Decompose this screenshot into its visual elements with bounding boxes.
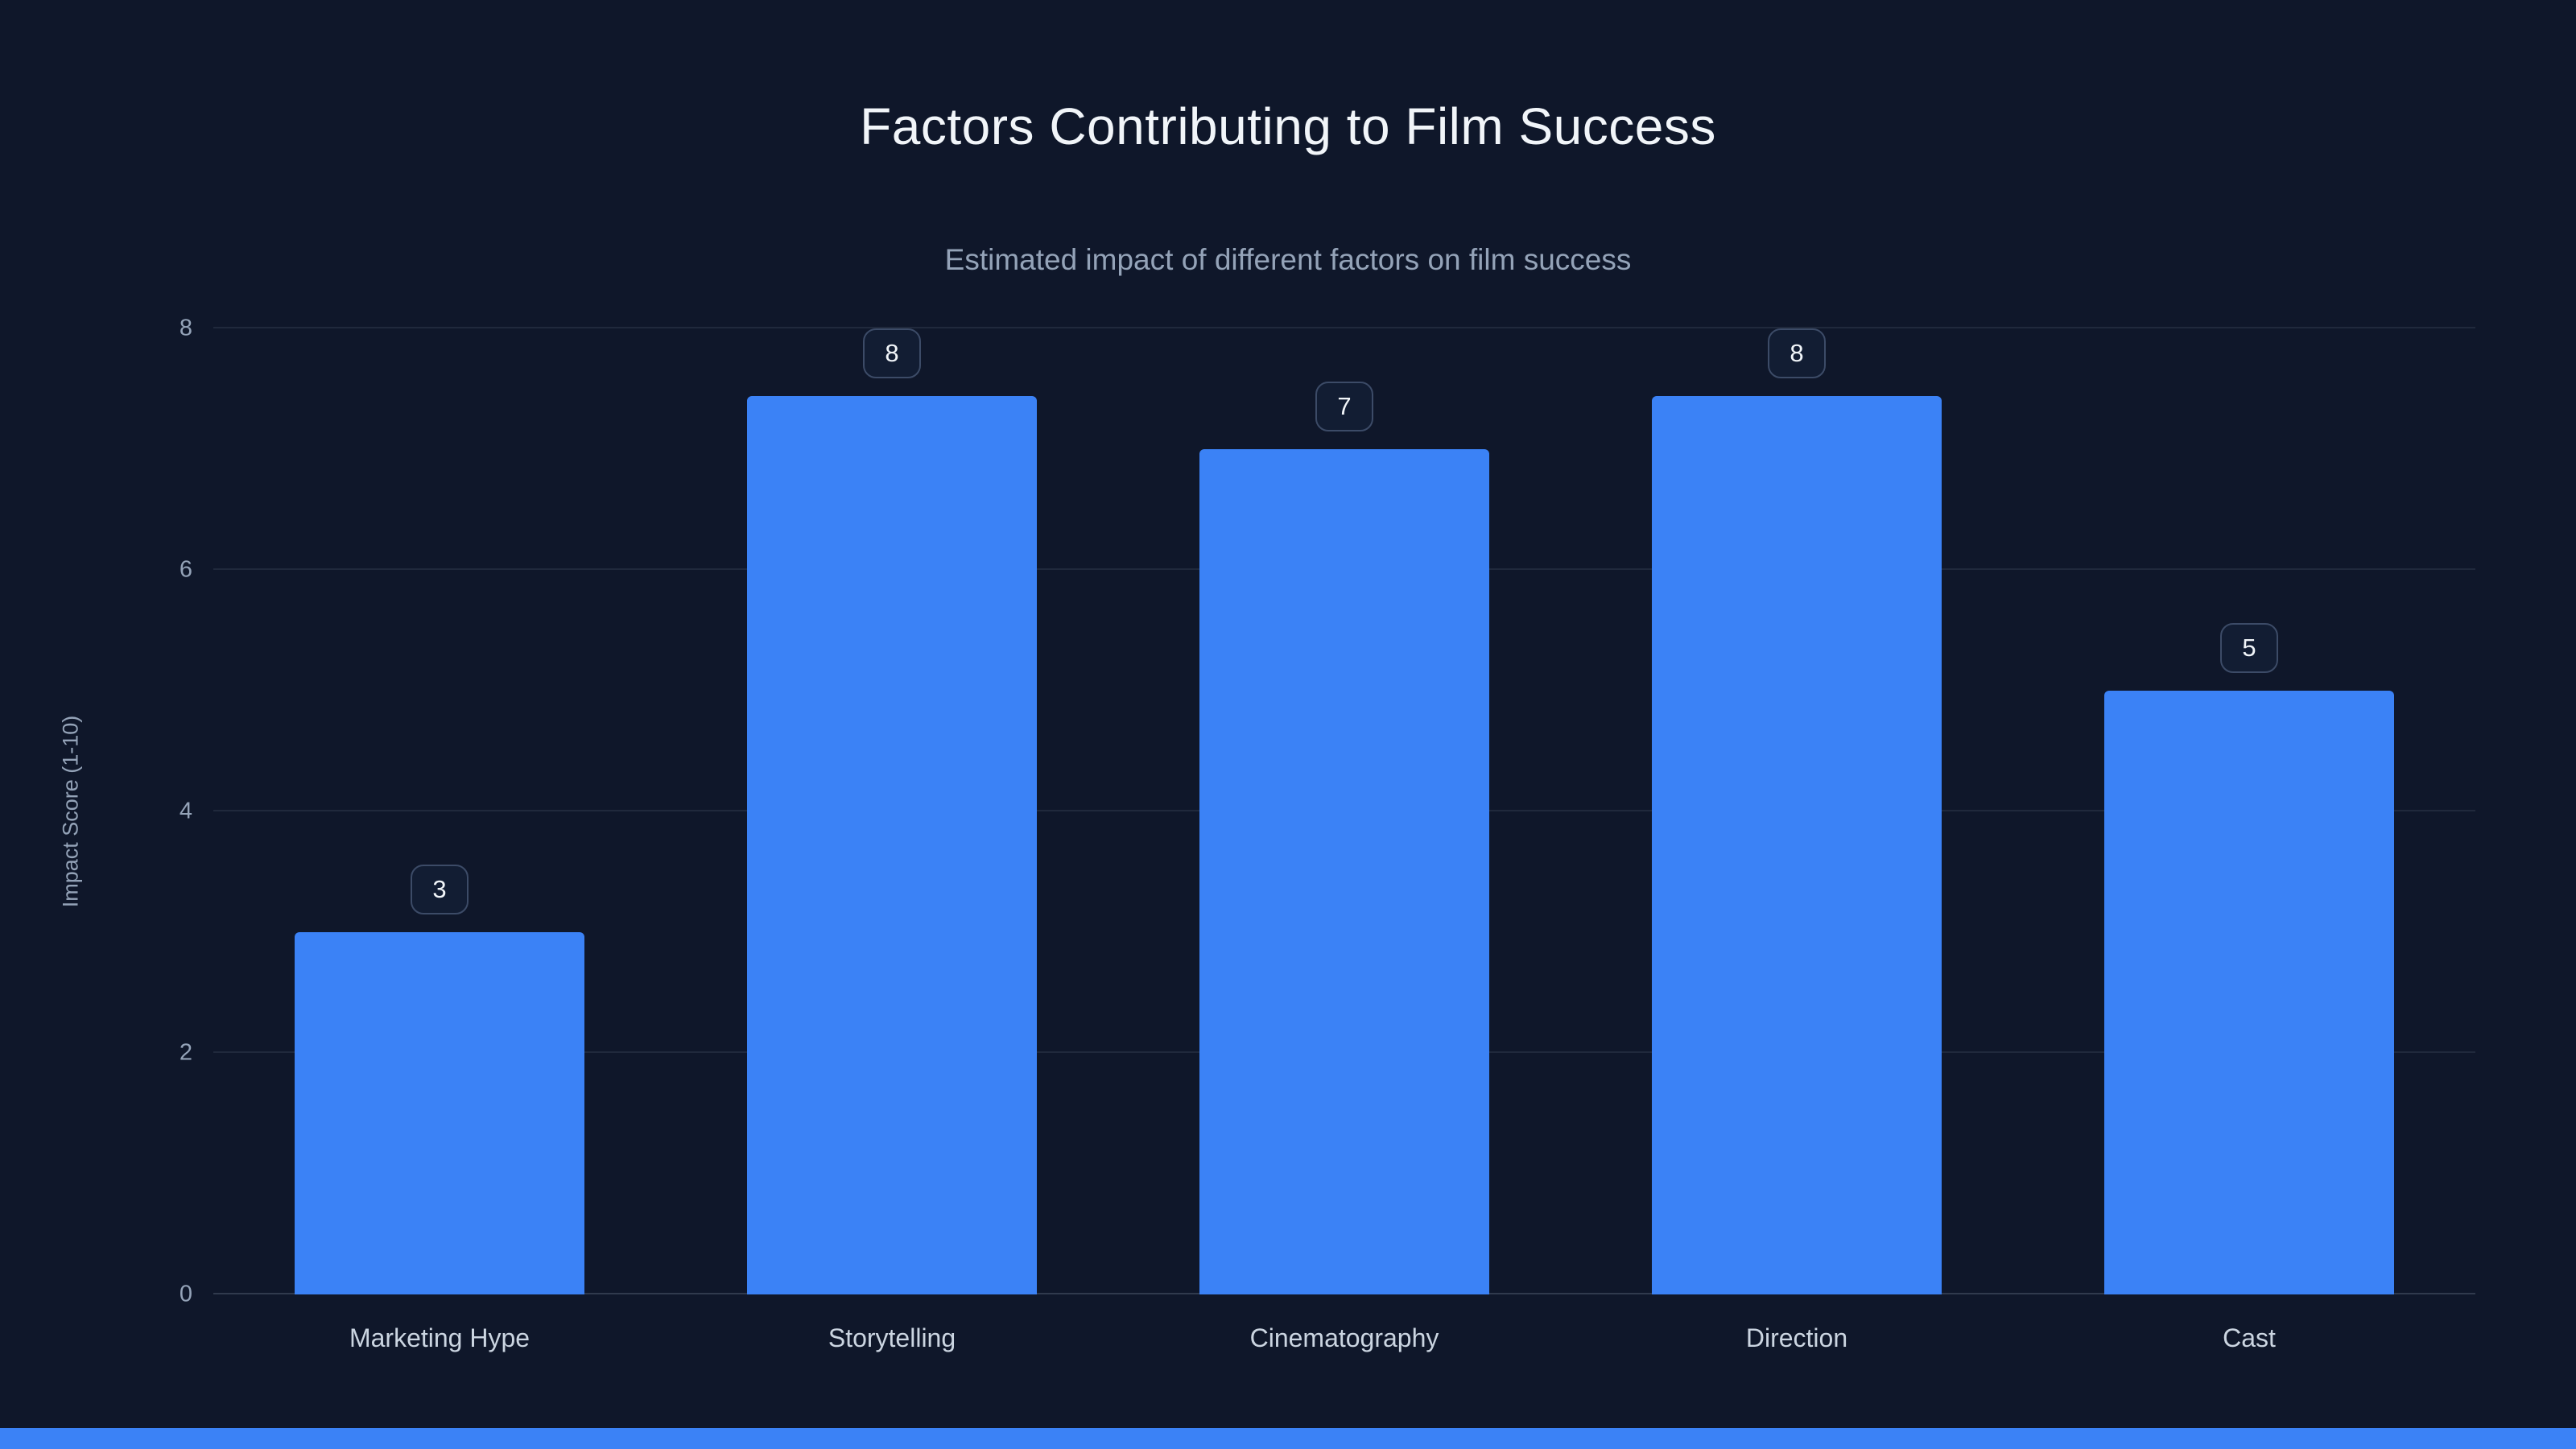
chart-subtitle: Estimated impact of different factors on… xyxy=(944,243,1632,276)
bar-group-cinematography: 7 Cinematography xyxy=(1118,328,1571,1352)
value-badge-cast: 5 xyxy=(2220,622,2278,673)
bar-group-direction: 8 Direction xyxy=(1571,328,2023,1352)
bar-direction[interactable] xyxy=(1652,396,1942,1294)
chart-title: Factors Contributing to Film Success xyxy=(860,97,1716,155)
y-tick-label-4: 4 xyxy=(179,798,192,824)
footer-accent-bar xyxy=(0,1428,2576,1449)
bar-cinematography[interactable] xyxy=(1199,449,1489,1294)
bar-group-cast: 5 Cast xyxy=(2023,328,2475,1352)
y-axis-title: Impact Score (1-10) xyxy=(58,715,83,908)
bar-storytelling[interactable] xyxy=(747,396,1037,1294)
bar-marketing-hype[interactable] xyxy=(295,932,584,1294)
y-tick-label-6: 6 xyxy=(179,556,192,583)
bar-group-storytelling: 8 Storytelling xyxy=(666,328,1118,1352)
bar-cast[interactable] xyxy=(2104,691,2394,1294)
bar-group-marketing-hype: 3 Marketing Hype xyxy=(213,328,666,1352)
category-label-direction: Direction xyxy=(1745,1323,1848,1352)
bar-chart-plot-area: 0 2 4 6 8 3 Marketing Hype 8 Storytelling 7 Cinema… xyxy=(180,316,2475,1352)
y-tick-label-0: 0 xyxy=(179,1281,192,1307)
category-label-marketing-hype: Marketing Hype xyxy=(349,1323,530,1352)
value-badge-cinematography: 7 xyxy=(1315,381,1373,431)
category-label-cast: Cast xyxy=(2223,1323,2276,1352)
value-badge-direction: 8 xyxy=(1768,328,1826,379)
category-label-cinematography: Cinematography xyxy=(1249,1323,1439,1352)
gridline-y-8 xyxy=(213,327,2475,328)
y-tick-label-2: 2 xyxy=(179,1039,192,1066)
value-badge-marketing-hype: 3 xyxy=(411,864,469,914)
category-label-storytelling: Storytelling xyxy=(828,1323,956,1352)
value-badge-storytelling: 8 xyxy=(863,328,921,379)
y-tick-label-8: 8 xyxy=(179,315,192,341)
